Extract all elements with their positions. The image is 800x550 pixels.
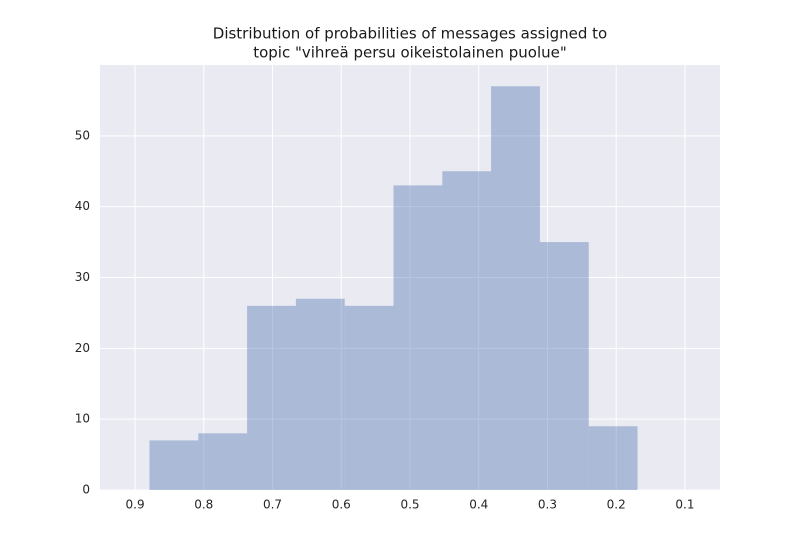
bar xyxy=(491,86,540,490)
y-tick-label: 50 xyxy=(75,128,90,142)
bar xyxy=(198,433,248,490)
x-tick-label: 0.9 xyxy=(126,498,145,512)
bar xyxy=(442,171,492,490)
chart-title: Distribution of probabilities of message… xyxy=(213,25,607,43)
bar xyxy=(393,185,443,490)
y-tick-label: 20 xyxy=(75,341,90,355)
x-tick-label: 0.5 xyxy=(400,498,419,512)
x-tick-label: 0.2 xyxy=(607,498,626,512)
y-tick-label: 40 xyxy=(75,199,90,213)
x-tick-label: 0.8 xyxy=(194,498,213,512)
bar xyxy=(247,305,296,490)
x-tick-label: 0.6 xyxy=(332,498,351,512)
x-tick-label: 0.1 xyxy=(675,498,694,512)
x-tick-label: 0.4 xyxy=(469,498,488,512)
x-tick-label: 0.7 xyxy=(263,498,282,512)
y-tick-label: 0 xyxy=(82,483,90,497)
y-tick-label: 10 xyxy=(75,412,90,426)
x-tick-label: 0.3 xyxy=(538,498,557,512)
y-tick-label: 30 xyxy=(75,270,90,284)
bar xyxy=(344,305,394,490)
bar xyxy=(149,440,199,490)
bar xyxy=(295,298,345,490)
chart-title: topic "vihreä persu oikeistolainen puolu… xyxy=(253,44,567,62)
bar xyxy=(539,242,589,490)
bar xyxy=(588,426,638,490)
